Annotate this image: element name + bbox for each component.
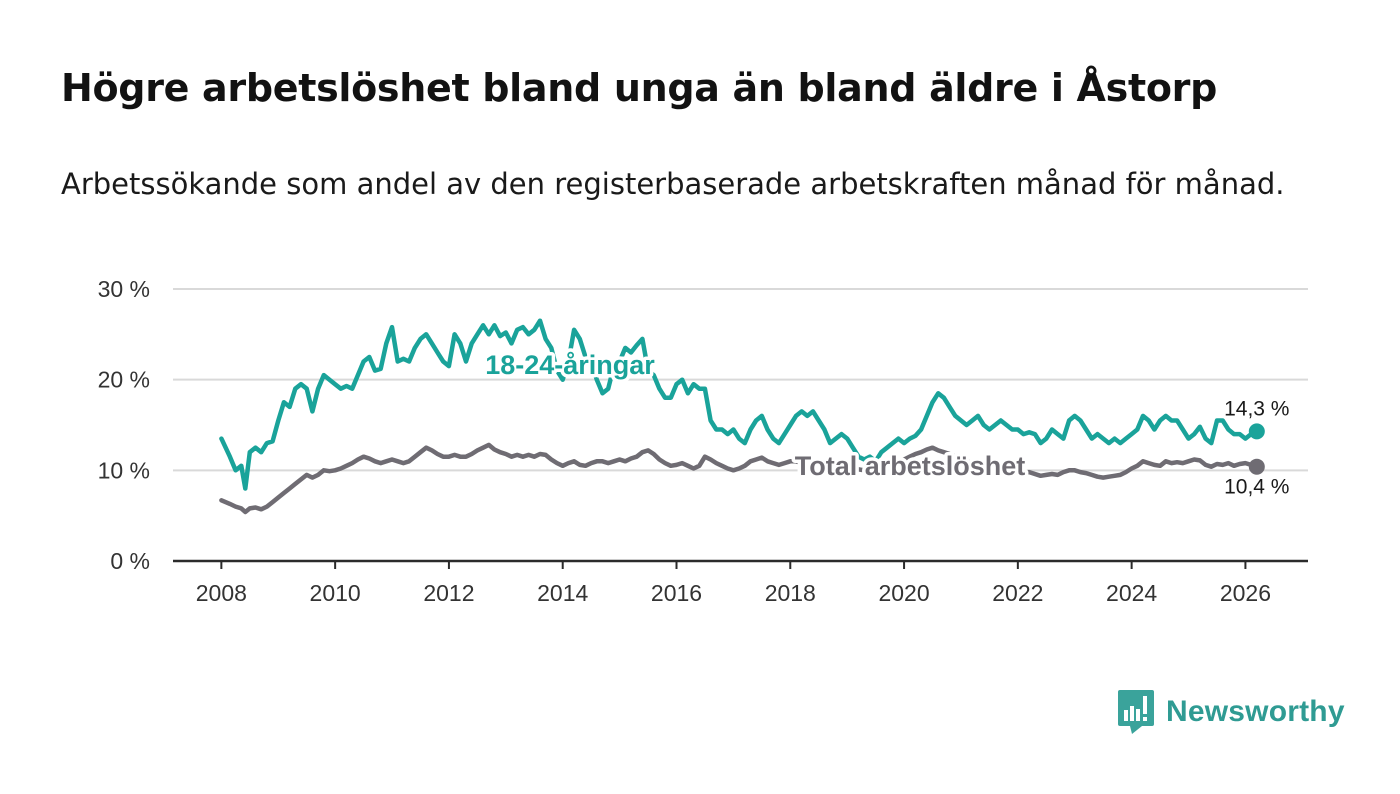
chart-subtitle: Arbetssökande som andel av den registerb… bbox=[61, 167, 1285, 201]
y-tick-label: 30 % bbox=[98, 276, 150, 302]
x-tick-label: 2016 bbox=[651, 580, 702, 606]
series-line-young bbox=[219, 318, 1260, 491]
x-tick-label: 2020 bbox=[878, 580, 929, 606]
y-tick-label: 0 % bbox=[110, 548, 150, 574]
x-tick-label: 2026 bbox=[1220, 580, 1271, 606]
grid-lines bbox=[173, 288, 1308, 472]
series-lines bbox=[219, 318, 1265, 515]
x-tick-label: 2024 bbox=[1106, 580, 1157, 606]
end-point-total bbox=[1248, 458, 1265, 475]
x-tick-label: 2010 bbox=[310, 580, 361, 606]
series-label-young: 18-24-åringar bbox=[485, 350, 655, 380]
chart-title: Högre arbetslöshet bland unga än bland ä… bbox=[61, 66, 1217, 110]
end-label-young: 14,3 % bbox=[1224, 397, 1289, 420]
axes: 0 % 10 % 20 % 30 % 2008 2010 2012 2014 2016 2018 2… bbox=[98, 276, 1308, 606]
end-point-young bbox=[1248, 423, 1265, 440]
y-tick-label: 20 % bbox=[98, 367, 150, 393]
series-label-total: Total arbetslöshet bbox=[795, 451, 1026, 481]
end-label-total: 10,4 % bbox=[1224, 476, 1289, 499]
x-tick-label: 2008 bbox=[196, 580, 247, 606]
x-tick-label: 2022 bbox=[992, 580, 1043, 606]
x-tick-label: 2018 bbox=[765, 580, 816, 606]
newsworthy-brand[interactable]: Newsworthy bbox=[1118, 690, 1345, 734]
y-tick-label: 10 % bbox=[98, 457, 150, 483]
newsworthy-logo-icon bbox=[1118, 690, 1154, 734]
x-tick-label: 2014 bbox=[537, 580, 588, 606]
newsworthy-wordmark: Newsworthy bbox=[1166, 695, 1345, 728]
x-tick-label: 2012 bbox=[423, 580, 474, 606]
series-line-total bbox=[219, 442, 1260, 515]
series-labels: 18-24-åringar Total arbetslöshet 14,3 % 10,… bbox=[482, 347, 1292, 502]
